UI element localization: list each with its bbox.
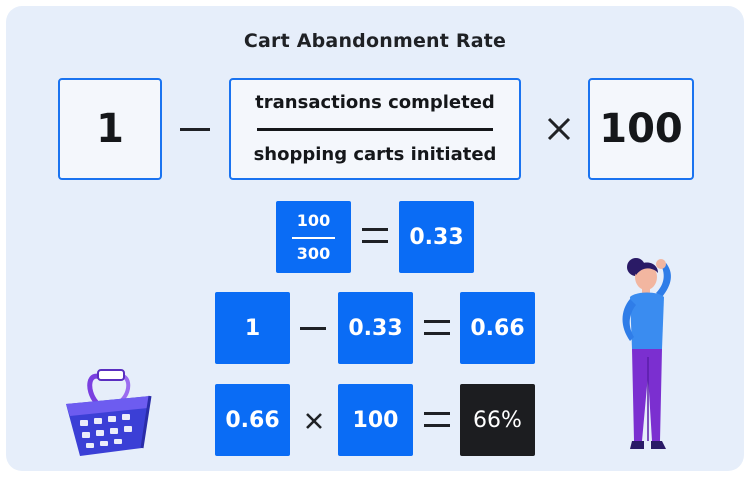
step3-right-box: 100	[338, 384, 413, 456]
step3-left-box: 0.66	[215, 384, 290, 456]
formula-fraction-box: transactions completed shopping carts in…	[229, 78, 521, 180]
step2-right-box: 0.33	[338, 292, 413, 364]
step1-result-box: 0.33	[399, 201, 474, 273]
step2-result-box: 0.66	[460, 292, 535, 364]
step3-equals-sign	[424, 412, 450, 430]
step1-fraction-box: 100 300	[276, 201, 351, 273]
thinking-woman-illustration	[622, 258, 671, 449]
formula-one-box: 1	[58, 78, 162, 180]
step1-equals-sign	[362, 228, 388, 246]
step1-numerator: 100	[296, 211, 331, 230]
step3-left-value: 0.66	[225, 407, 280, 433]
fraction-denominator: shopping carts initiated	[253, 144, 497, 165]
shopping-basket-icon	[66, 369, 152, 456]
formula-multiplier-value: 100	[599, 106, 683, 152]
formula-times-sign	[547, 117, 571, 141]
fraction-numerator: transactions completed	[255, 92, 495, 113]
formula-minus-sign	[180, 128, 210, 131]
step3-right-value: 100	[352, 407, 399, 433]
formula-one-value: 1	[96, 106, 124, 152]
step2-equals-sign	[424, 320, 450, 338]
formula-multiplier-box: 100	[588, 78, 694, 180]
step2-result: 0.66	[470, 315, 525, 341]
step2-right-value: 0.33	[348, 315, 403, 341]
step2-minus-sign	[300, 327, 326, 330]
step3-result-box: 66%	[460, 384, 535, 456]
step1-result: 0.33	[409, 224, 464, 250]
step1-fraction-bar	[292, 237, 335, 239]
page-title: Cart Abandonment Rate	[243, 30, 507, 52]
step1-denominator: 300	[296, 244, 331, 263]
step3-times-sign	[306, 413, 322, 429]
fraction-bar	[257, 128, 493, 131]
step2-left-value: 1	[244, 315, 261, 341]
step2-left-box: 1	[215, 292, 290, 364]
step3-result: 66%	[473, 407, 522, 433]
